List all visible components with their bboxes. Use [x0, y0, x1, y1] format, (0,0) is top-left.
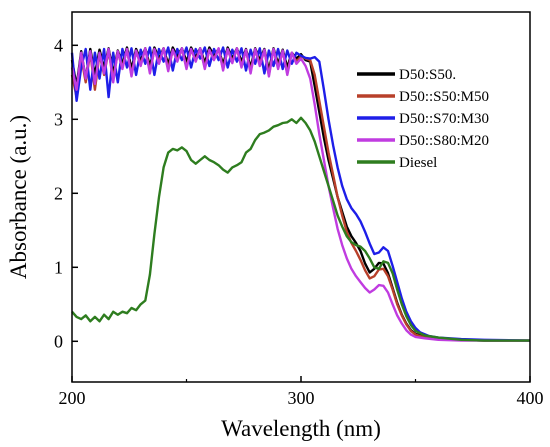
y-tick-label: 2	[54, 183, 63, 203]
series-line-5	[71, 116, 530, 342]
legend-label: D50::S50:M50	[399, 89, 489, 105]
x-tick-label: 400	[517, 388, 544, 408]
legend-label: D50:S50.	[399, 67, 456, 83]
axis-ticks: 200 300 400 0 1 2 3 4	[54, 35, 544, 408]
y-tick-label: 1	[54, 257, 63, 277]
x-tick-label: 200	[59, 388, 86, 408]
plot-frame	[71, 11, 531, 383]
x-tick-label: 300	[288, 388, 315, 408]
y-tick-label: 4	[54, 35, 63, 55]
legend: D50:S50.D50::S50:M50D50::S70:M30D50::S80…	[357, 67, 489, 171]
series-line-4	[70, 47, 530, 342]
legend-label: D50::S80:M20	[399, 133, 489, 149]
y-tick-label: 3	[54, 109, 63, 129]
plot-lines	[70, 46, 531, 342]
y-axis-label: Absorbance (a.u.)	[6, 115, 31, 279]
x-axis-label: Wavelength (nm)	[221, 416, 381, 441]
legend-label: Diesel	[399, 155, 437, 171]
legend-label: D50::S70:M30	[399, 111, 489, 127]
y-tick-label: 0	[54, 331, 63, 351]
